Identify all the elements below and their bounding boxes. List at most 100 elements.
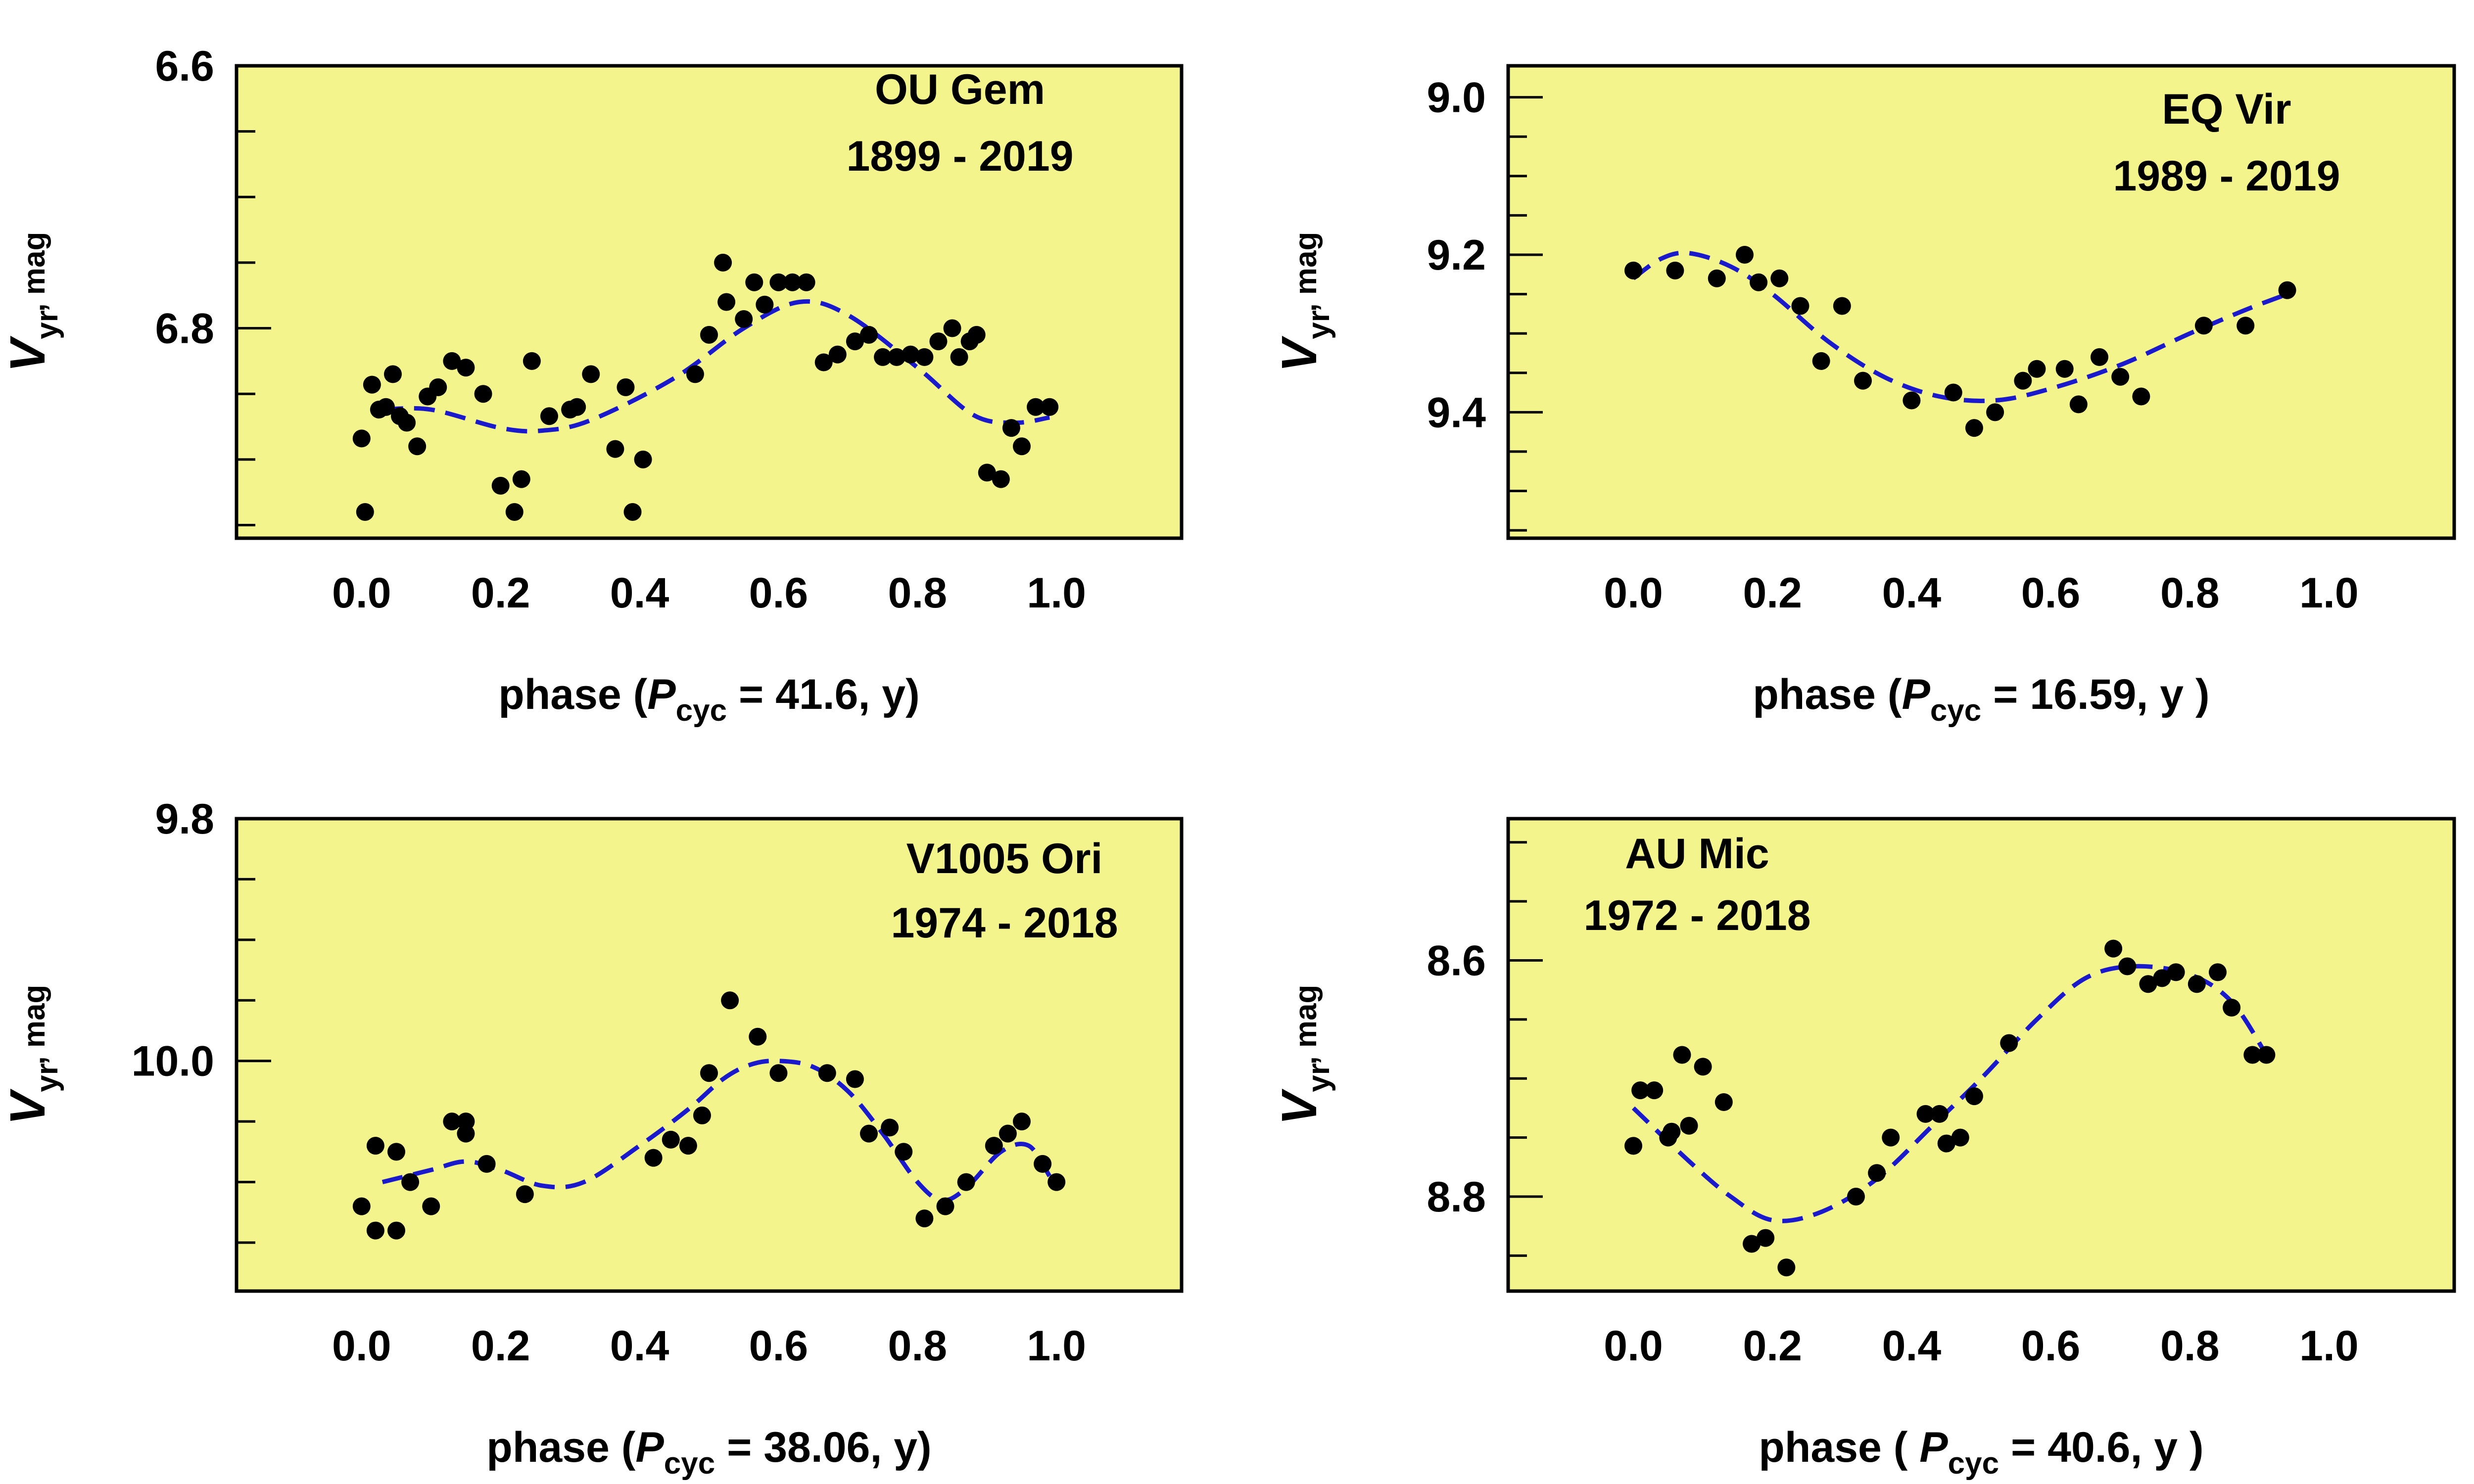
- data-point: [1854, 371, 1872, 390]
- data-point: [2091, 348, 2108, 366]
- y-axis-title: Vyr, mag: [1272, 985, 1336, 1125]
- data-point: [1663, 1122, 1681, 1141]
- data-point: [443, 352, 461, 370]
- x-tick-label: 0.0: [1604, 569, 1663, 617]
- data-point: [902, 345, 920, 364]
- data-point: [1965, 419, 1983, 437]
- data-point: [936, 1197, 954, 1215]
- data-point: [363, 375, 381, 394]
- data-point: [950, 348, 968, 366]
- data-point: [477, 1155, 496, 1173]
- data-point: [1624, 261, 1643, 279]
- data-point: [634, 450, 652, 468]
- plot-area: [1506, 64, 2456, 540]
- data-point: [992, 470, 1010, 488]
- y-tick-label: 10.0: [132, 1038, 214, 1085]
- data-point: [2000, 1034, 2018, 1052]
- data-point: [700, 325, 718, 344]
- y-axis-title: Vyr, mag: [0, 232, 64, 372]
- fit-curve: [1632, 250, 2288, 403]
- data-point: [356, 503, 374, 521]
- data-point: [1965, 1087, 1983, 1106]
- y-tick-label: 9.0: [1427, 74, 1486, 122]
- data-point: [686, 365, 704, 383]
- data-point: [408, 437, 427, 456]
- data-point: [491, 476, 510, 495]
- data-point: [352, 429, 371, 448]
- data-point: [422, 1197, 440, 1215]
- data-point: [1027, 398, 1045, 416]
- data-point: [512, 470, 530, 488]
- data-point: [2236, 317, 2255, 335]
- year-range: 1974 - 2018: [891, 899, 1118, 947]
- data-point: [1631, 1081, 1650, 1100]
- data-point: [2243, 1046, 2262, 1064]
- data-point: [1714, 1093, 1733, 1111]
- data-point: [1986, 403, 2004, 421]
- data-point: [797, 273, 815, 291]
- x-tick-label: 0.2: [1743, 1322, 1802, 1370]
- data-point: [568, 398, 586, 416]
- data-point: [1666, 261, 1684, 279]
- data-point: [1624, 1137, 1643, 1155]
- data-point: [1743, 1235, 1761, 1253]
- x-axis-title: phase (Pcyc = 41.6, y): [498, 671, 920, 728]
- data-point: [523, 352, 541, 370]
- data-point: [352, 1197, 371, 1215]
- data-point: [783, 273, 802, 291]
- data-point: [617, 378, 635, 396]
- y-tick-label: 6.6: [155, 43, 214, 90]
- data-point: [2153, 969, 2171, 987]
- data-point: [2104, 939, 2123, 958]
- data-point: [714, 253, 732, 272]
- data-point: [387, 1221, 406, 1240]
- x-tick-label: 0.2: [1743, 569, 1802, 617]
- data-point: [1937, 1134, 1955, 1153]
- data-point: [644, 1149, 663, 1167]
- fit-curve: [381, 1059, 1051, 1203]
- data-point: [1882, 1128, 1900, 1147]
- data-point: [1750, 273, 1768, 291]
- data-point: [999, 1124, 1017, 1143]
- data-point: [1012, 437, 1031, 456]
- data-point: [846, 1070, 864, 1088]
- data-point: [717, 293, 736, 311]
- y-tick-label: 8.6: [1427, 937, 1486, 985]
- data-point: [915, 1209, 934, 1228]
- data-point: [398, 414, 416, 432]
- data-point: [505, 503, 523, 521]
- data-point: [2139, 975, 2157, 993]
- data-point: [874, 348, 892, 366]
- data-point: [457, 359, 475, 377]
- data-point: [2223, 999, 2241, 1017]
- data-point: [679, 1137, 697, 1155]
- x-tick-label: 0.4: [610, 1322, 669, 1370]
- fit-curve: [382, 299, 1050, 434]
- data-point: [2111, 368, 2130, 386]
- data-point: [881, 1118, 899, 1137]
- x-tick-label: 0.6: [2021, 1322, 2081, 1370]
- y-tick-label: 9.2: [1427, 232, 1486, 279]
- data-point: [2069, 395, 2088, 414]
- data-point: [387, 1143, 406, 1161]
- data-point: [2278, 281, 2296, 299]
- data-point: [1847, 1188, 1865, 1206]
- data-point: [769, 1064, 788, 1082]
- year-range: 1899 - 2019: [846, 133, 1073, 180]
- data-point: [429, 378, 447, 396]
- data-point: [1868, 1164, 1886, 1182]
- data-point: [2014, 371, 2032, 390]
- data-point: [2132, 387, 2150, 406]
- data-point: [967, 325, 986, 344]
- data-point: [2194, 317, 2213, 335]
- data-point: [1944, 383, 1962, 402]
- data-point: [366, 1221, 384, 1240]
- star-name: OU Gem: [875, 66, 1045, 113]
- data-point: [2167, 963, 2185, 981]
- x-axis-title: phase (Pcyc = 38.06, y): [486, 1424, 931, 1481]
- x-tick-label: 0.6: [749, 1322, 809, 1370]
- data-point: [662, 1130, 680, 1149]
- chart-panel-1: 6.6 6.8 0.0 0.2 0.4 0.6 0.8 1.0 phase (Pcyc = 41…: [0, 43, 1184, 728]
- data-point: [1034, 1155, 1052, 1173]
